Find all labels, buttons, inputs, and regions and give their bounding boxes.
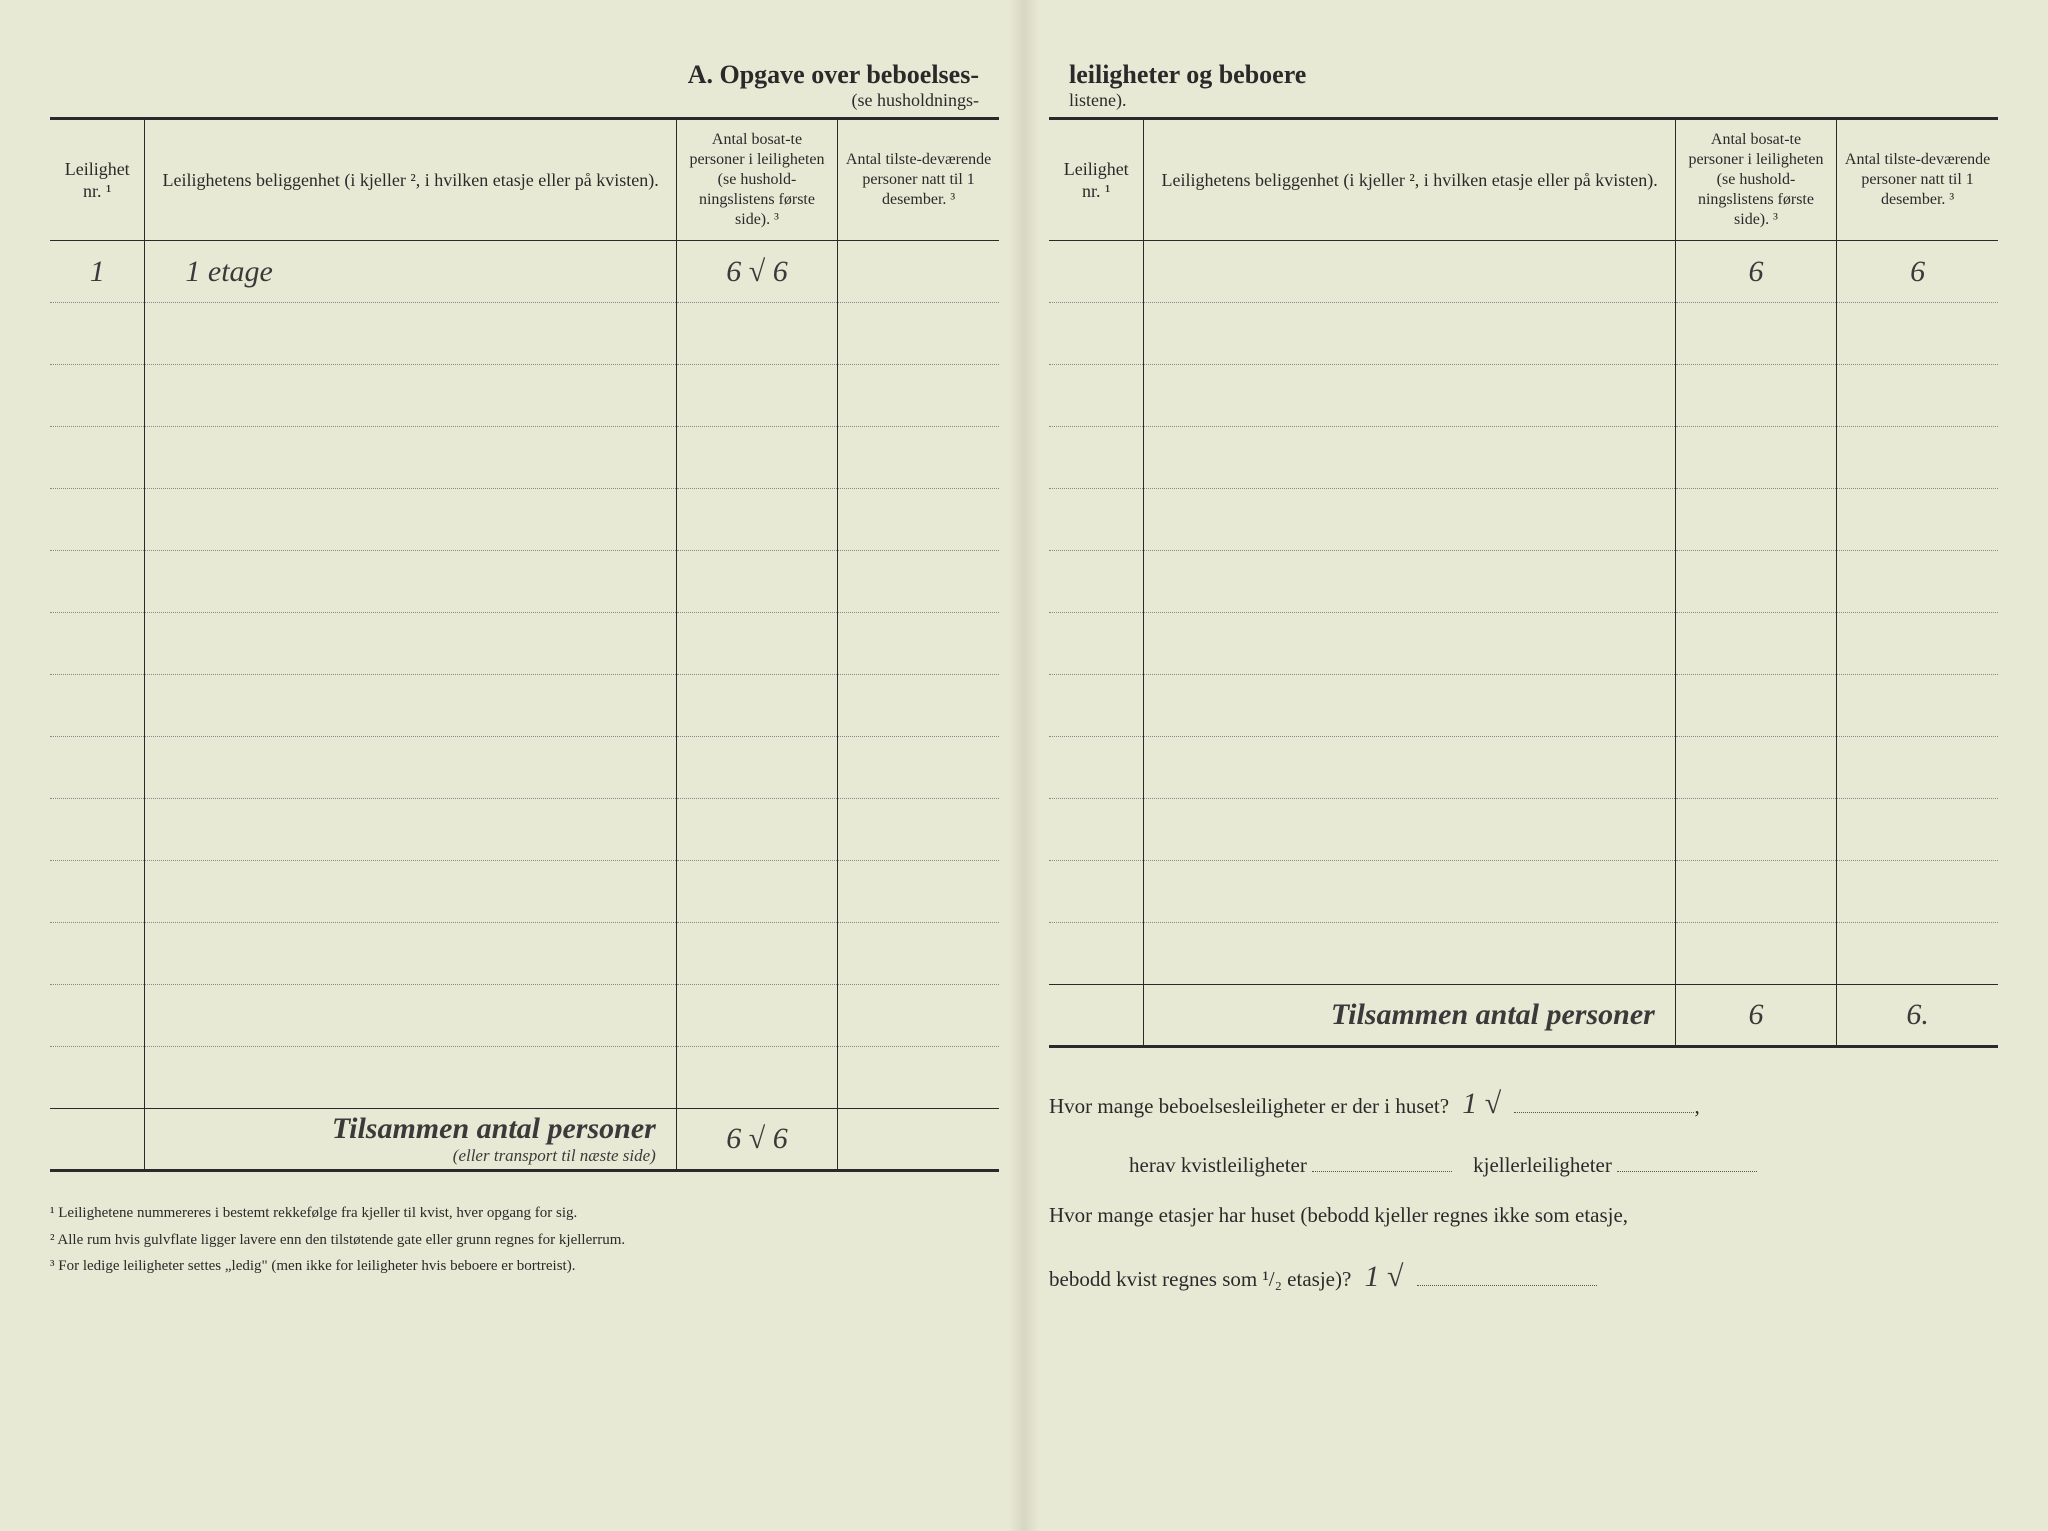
table-row [1049,365,1998,427]
left-page: A. Opgave over beboelses- (se husholdnin… [50,60,999,1471]
footnote-3: ³ For ledige leiligheter settes „ledig" … [50,1255,999,1278]
header-col4: Antal tilste-deværende personer natt til… [1837,119,1998,241]
answer-3: 1 √ [1365,1241,1404,1313]
table-row [50,365,999,427]
table-row [1049,427,1998,489]
footnotes: ¹ Leilighetene nummereres i bestemt rekk… [50,1202,999,1278]
table-row [50,551,999,613]
question-2: herav kvistleiligheter kjellerleilighete… [1049,1140,1998,1190]
header-row: Leilighet nr. ¹ Leilighetens beliggenhet… [1049,119,1998,241]
title-left-main: A. Opgave over beboelses- [688,60,979,89]
footnote-2: ² Alle rum hvis gulvflate ligger lavere … [50,1229,999,1252]
table-row [50,799,999,861]
table-row [1049,737,1998,799]
table-row [1049,799,1998,861]
table-row [50,427,999,489]
answer-1: 1 √ [1462,1068,1501,1140]
total-v4 [838,1109,999,1171]
question-3b: bebodd kvist regnes som ¹/₂ etasje)? 1 √ [1049,1241,1998,1313]
table-row [50,737,999,799]
right-table: Leilighet nr. ¹ Leilighetens beliggenhet… [1049,117,1998,1048]
page-spine [1009,0,1039,1531]
title-left: A. Opgave over beboelses- (se husholdnin… [50,60,999,111]
total-label: Tilsammen antal personer [1144,985,1675,1047]
table-row [1049,489,1998,551]
title-right-main: leiligheter og beboere [1069,60,1306,89]
table-row: 11 etage6 √ 6 [50,241,999,303]
table-row [50,861,999,923]
table-row [50,985,999,1047]
total-v3: 6 [1675,985,1836,1047]
total-row: Tilsammen antal personer 6 6. [1049,985,1998,1047]
table-row [50,303,999,365]
table-row [50,1047,999,1109]
right-page: leiligheter og beboere listene). Leiligh… [1049,60,1998,1471]
left-table: Leilighet nr. ¹ Leilighetens beliggenhet… [50,117,999,1172]
table-row [50,675,999,737]
title-right-sub: listene). [1069,90,1126,110]
header-col4: Antal tilste-deværende personer natt til… [838,119,999,241]
title-right: leiligheter og beboere listene). [1049,60,1998,111]
header-col2: Leilighetens beliggenhet (i kjeller ², i… [145,119,676,241]
table-row [50,613,999,675]
table-row: 66 [1049,241,1998,303]
table-row [1049,613,1998,675]
header-col3: Antal bosat-te personer i leiligheten (s… [1675,119,1836,241]
table-row [1049,923,1998,985]
question-1: Hvor mange beboelsesleiligheter er der i… [1049,1068,1998,1140]
total-row: Tilsammen antal personer (eller transpor… [50,1109,999,1171]
title-left-sub: (se husholdnings- [852,90,980,110]
total-v4: 6. [1837,985,1998,1047]
table-row [1049,861,1998,923]
header-col2: Leilighetens beliggenhet (i kjeller ², i… [1144,119,1675,241]
header-col1: Leilighet nr. ¹ [1049,119,1144,241]
questions: Hvor mange beboelsesleiligheter er der i… [1049,1068,1998,1313]
table-row [1049,551,1998,613]
header-col1: Leilighet nr. ¹ [50,119,145,241]
table-row [50,923,999,985]
total-v3: 6 √ 6 [676,1109,837,1171]
table-row [1049,303,1998,365]
header-row: Leilighet nr. ¹ Leilighetens beliggenhet… [50,119,999,241]
question-3a: Hvor mange etasjer har huset (bebodd kje… [1049,1190,1998,1240]
footnote-1: ¹ Leilighetene nummereres i bestemt rekk… [50,1202,999,1225]
header-col3: Antal bosat-te personer i leiligheten (s… [676,119,837,241]
total-label: Tilsammen antal personer (eller transpor… [145,1109,676,1171]
table-row [50,489,999,551]
table-row [1049,675,1998,737]
